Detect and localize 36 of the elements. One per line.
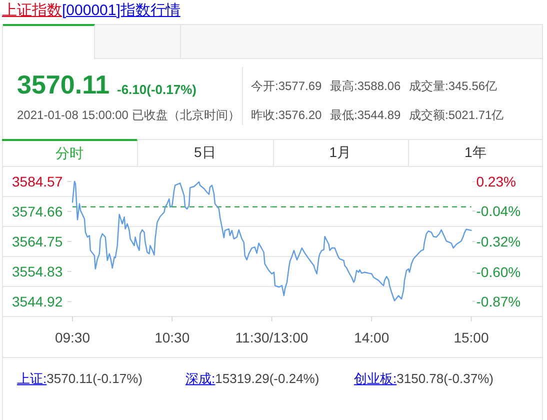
x-tick-label: 10:30 xyxy=(154,330,190,346)
text: 3150.78(-0.37%) xyxy=(396,371,494,386)
text: 1年 xyxy=(464,144,486,162)
text: 上证: xyxy=(17,371,47,386)
text: 深成: xyxy=(186,371,216,386)
text: 今开:3577.69 xyxy=(251,78,322,94)
text: 最低:3544.89 xyxy=(330,108,401,122)
text: [000001]指数行情 xyxy=(62,2,180,19)
text: 0.23% xyxy=(476,174,516,190)
text: 创业板: xyxy=(354,371,397,386)
text: 分时 xyxy=(56,144,84,162)
text: 3570.11 xyxy=(17,69,110,101)
x-tick-label: 11:30/13:00 xyxy=(235,330,308,346)
text: -0.32% xyxy=(476,234,520,250)
text: 2021-01-08 15:00:00 已收盘（北京时间） xyxy=(17,108,240,122)
text: 上证指数 xyxy=(2,2,62,19)
text: 昨收:3576.20 xyxy=(251,108,322,122)
text: 1月 xyxy=(329,144,352,162)
text: 15319.29(-0.24%) xyxy=(215,371,320,386)
text: -0.04% xyxy=(476,203,520,220)
x-tick-label: 09:30 xyxy=(54,330,90,346)
text: 成交额:5021.71亿 xyxy=(409,108,504,122)
y-tick-label: 3554.83 xyxy=(12,264,63,280)
text: 最高:3588.06 xyxy=(330,78,401,94)
text: -0.60% xyxy=(476,264,520,280)
y-tick-label: 3574.66 xyxy=(12,203,63,220)
text: -6.10(-0.17%) xyxy=(117,82,196,98)
text: 3570.11(-0.17%) xyxy=(46,371,142,386)
y-tick-label: 3544.92 xyxy=(12,294,63,310)
text: 5日 xyxy=(194,144,216,162)
x-tick-label: 15:00 xyxy=(453,330,489,346)
y-tick-label: 3564.75 xyxy=(12,234,63,250)
x-tick-label: 14:00 xyxy=(354,330,390,346)
text: 成交量:345.56亿 xyxy=(409,78,498,94)
text: -0.87% xyxy=(476,293,520,310)
y-tick-label: 3584.57 xyxy=(12,173,63,190)
